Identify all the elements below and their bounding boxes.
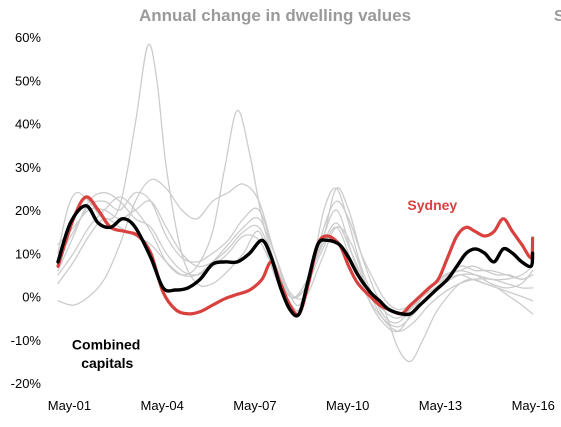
y-tick-label: 40% <box>15 117 41 132</box>
y-axis-ticks: -20% -10% 0% 10% 20% 30% 40% 50% 60% <box>11 30 42 391</box>
series-line-city <box>57 109 534 311</box>
x-axis-ticks: May-01 May-04 May-07 May-10 May-13 May-16 <box>48 398 555 413</box>
x-tick-label: May-10 <box>326 398 369 413</box>
x-tick-label: May-01 <box>48 398 91 413</box>
series-lines <box>56 43 535 363</box>
y-tick-label: 10% <box>15 246 41 261</box>
combined-capitals-label: Combined <box>72 336 140 352</box>
combined-capitals-label: capitals <box>81 355 133 371</box>
series-line-city <box>57 200 534 333</box>
series-line-city <box>57 216 534 332</box>
sydney-label: Sydney <box>407 197 457 213</box>
y-tick-label: -20% <box>11 376 42 391</box>
series-line-combined-capitals <box>56 204 535 318</box>
x-tick-label: May-07 <box>233 398 276 413</box>
series-line-city <box>57 191 534 319</box>
x-tick-label: May-16 <box>512 398 555 413</box>
y-tick-label: 60% <box>15 30 41 45</box>
series-line-city <box>57 192 534 328</box>
x-tick-label: May-13 <box>419 398 462 413</box>
y-tick-label: 0% <box>22 290 41 305</box>
y-tick-label: -10% <box>11 333 42 348</box>
chart-title: Annual change in dwelling values <box>139 6 411 25</box>
y-tick-label: 30% <box>15 160 41 175</box>
series-line-city <box>57 43 534 324</box>
chart-annotations: Sydney Combined capitals <box>72 197 458 371</box>
y-tick-label: 50% <box>15 73 41 88</box>
x-tick-label: May-04 <box>141 398 184 413</box>
corner-glyph: S <box>554 8 561 25</box>
y-tick-label: 20% <box>15 203 41 218</box>
